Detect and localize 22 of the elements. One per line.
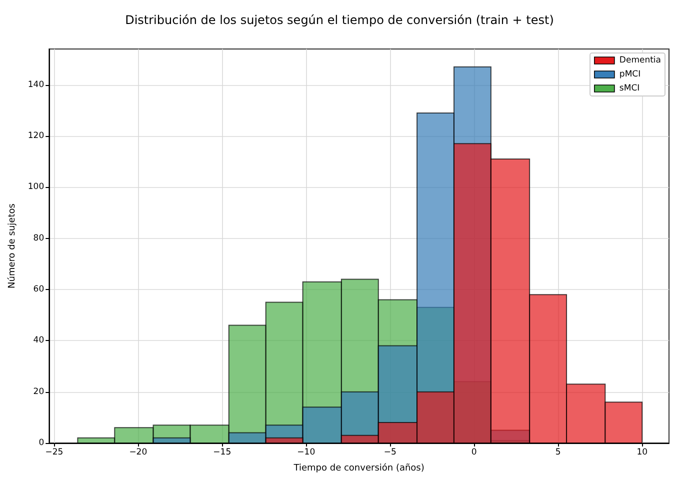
x-tick-label: −20: [129, 448, 148, 458]
y-tick-label: 0: [38, 438, 44, 448]
x-tick-label: 5: [555, 448, 561, 458]
x-tick-label: 0: [471, 448, 477, 458]
y-tick-label: 100: [28, 182, 44, 192]
y-tick-label: 20: [33, 386, 44, 397]
x-tick-label: −5: [384, 448, 396, 458]
x-tick-label: −15: [213, 448, 232, 458]
chart-title: Distribución de los sujetos según el tiempo de conversión (train + test): [125, 13, 554, 27]
y-axis-title: Número de sujetos: [6, 203, 18, 288]
y-tick-label: 60: [33, 284, 44, 294]
y-tick-label: 140: [28, 80, 44, 90]
y-tick-label: 80: [33, 233, 44, 244]
legend-label: sMCI: [619, 84, 640, 94]
y-tick-label: 120: [28, 130, 44, 141]
x-tick-label: −10: [297, 448, 316, 458]
x-axis-title: Tiempo de conversión (años): [292, 462, 424, 474]
y-tick-label: 40: [33, 336, 44, 346]
x-tick-label: −25: [45, 448, 64, 458]
legend-label: pMCI: [619, 70, 641, 80]
legend-label: Dementia: [619, 56, 662, 66]
x-tick-label: 10: [636, 448, 648, 458]
